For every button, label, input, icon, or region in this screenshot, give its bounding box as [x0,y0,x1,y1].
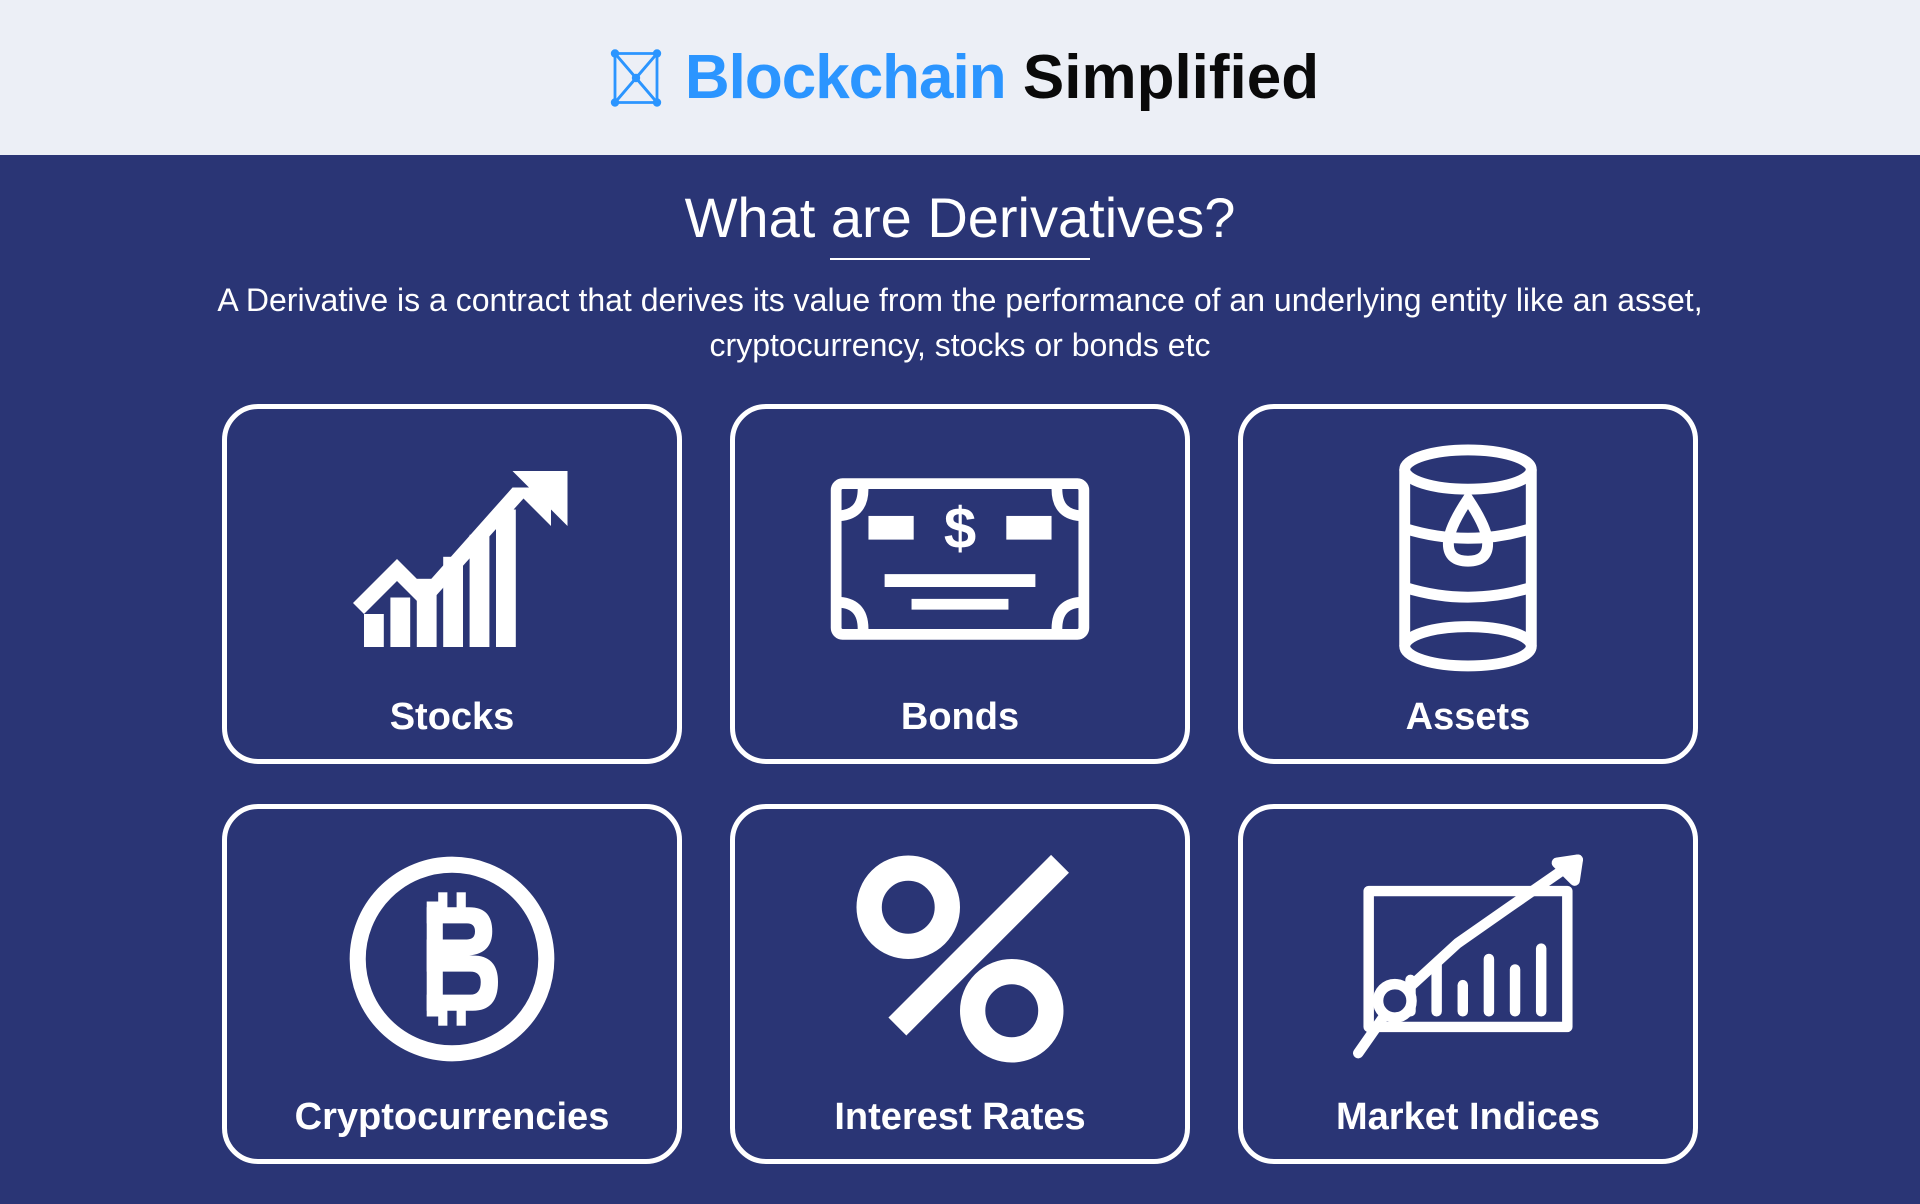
card-label: Interest Rates [834,1096,1085,1139]
page-title: What are Derivatives? [60,185,1860,250]
card-indices: Market Indices [1238,804,1698,1164]
title-underline [830,258,1090,260]
card-label: Market Indices [1336,1096,1600,1139]
dollar-bill-icon: $ [755,429,1165,690]
blockchain-logo-icon [601,43,671,113]
card-label: Stocks [390,696,515,739]
card-label: Bonds [901,696,1019,739]
card-grid: Stocks $ [60,404,1860,1164]
brand-title: Blockchain Simplified [685,42,1319,113]
card-label: Assets [1406,696,1531,739]
card-crypto: Cryptocurrencies [222,804,682,1164]
oil-barrel-icon [1263,429,1673,690]
card-bonds: $ Bonds [730,404,1190,764]
page-subtitle: A Derivative is a contract that derives … [160,278,1760,368]
svg-text:$: $ [944,496,976,561]
percent-icon [755,829,1165,1090]
card-label: Cryptocurrencies [295,1096,610,1139]
card-stocks: Stocks [222,404,682,764]
card-interest: Interest Rates [730,804,1190,1164]
brand-word-2: Simplified [1023,43,1319,112]
brand-word-1: Blockchain [685,43,1006,112]
market-chart-icon [1263,829,1673,1090]
main-panel: What are Derivatives? A Derivative is a … [0,155,1920,1204]
card-assets: Assets [1238,404,1698,764]
header-bar: Blockchain Simplified [0,0,1920,155]
bitcoin-icon [247,829,657,1090]
chart-arrow-up-icon [247,429,657,690]
